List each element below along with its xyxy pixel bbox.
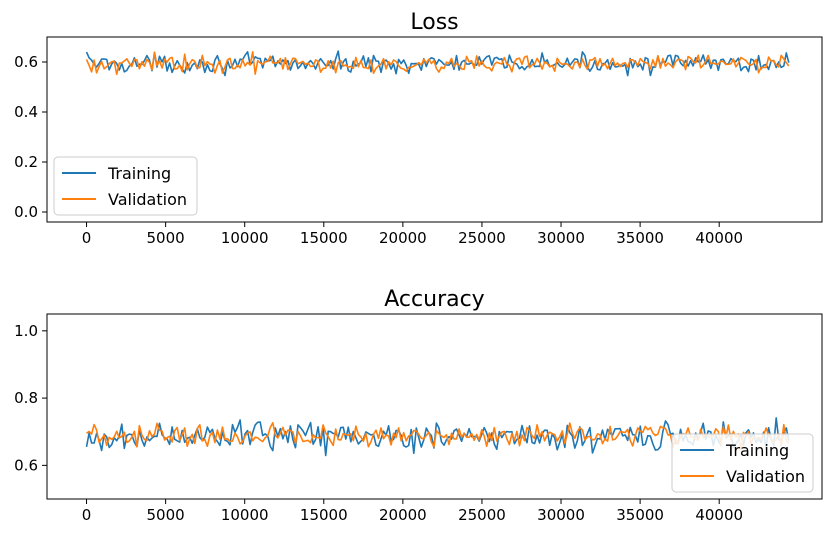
legend-label-training: Training: [107, 164, 171, 183]
y-tick-label: 1.0: [14, 322, 38, 340]
chart-loss: Loss 0 5000 10000 15000 20000 25000 30000 35000 4…: [14, 10, 823, 247]
x-tick-label: 40000: [695, 229, 743, 247]
x-tick-label: 20000: [379, 229, 427, 247]
x-tick-label: 5000: [147, 229, 185, 247]
x-tick-label: 30000: [537, 229, 585, 247]
x-tick-label: 40000: [695, 506, 743, 524]
x-tick-label: 15000: [300, 229, 348, 247]
chart-accuracy: Accuracy 0 5000 10000 15000 20000 25000 30000 35…: [14, 287, 823, 524]
axes-frame: [46, 36, 823, 223]
y-tick-label: 0.6: [14, 53, 38, 71]
x-tick-label: 0: [82, 229, 92, 247]
y-tick-label: 0.0: [14, 203, 38, 221]
legend: Training Validation: [671, 433, 814, 493]
legend-box: [671, 433, 814, 493]
x-tick-label: 5000: [147, 506, 185, 524]
y-tick-label: 0.4: [14, 103, 38, 121]
chart-title: Accuracy: [384, 287, 484, 312]
series-line-training: [85, 50, 790, 77]
x-tick-label: 35000: [616, 506, 664, 524]
x-tick-label: 30000: [537, 506, 585, 524]
x-tick-label: 35000: [616, 229, 664, 247]
series-line-validation: [85, 50, 790, 76]
x-tick-label: 15000: [300, 506, 348, 524]
x-tick-label: 25000: [458, 229, 506, 247]
y-tick-label: 0.2: [14, 153, 38, 171]
series-line-training: [85, 417, 790, 457]
axes-frame: [46, 313, 823, 500]
legend-label-validation: Validation: [726, 467, 805, 486]
x-tick-label: 10000: [221, 506, 269, 524]
chart-title: Loss: [410, 10, 458, 35]
x-tick-label: 25000: [458, 506, 506, 524]
legend-box: [53, 156, 198, 216]
legend-label-validation: Validation: [108, 190, 187, 209]
x-tick-label: 10000: [221, 229, 269, 247]
x-tick-label: 20000: [379, 506, 427, 524]
y-tick-label: 0.6: [14, 456, 38, 474]
legend-label-training: Training: [725, 441, 789, 460]
y-tick-label: 0.8: [14, 389, 38, 407]
x-tick-label: 0: [82, 506, 92, 524]
legend: Training Validation: [53, 156, 198, 216]
